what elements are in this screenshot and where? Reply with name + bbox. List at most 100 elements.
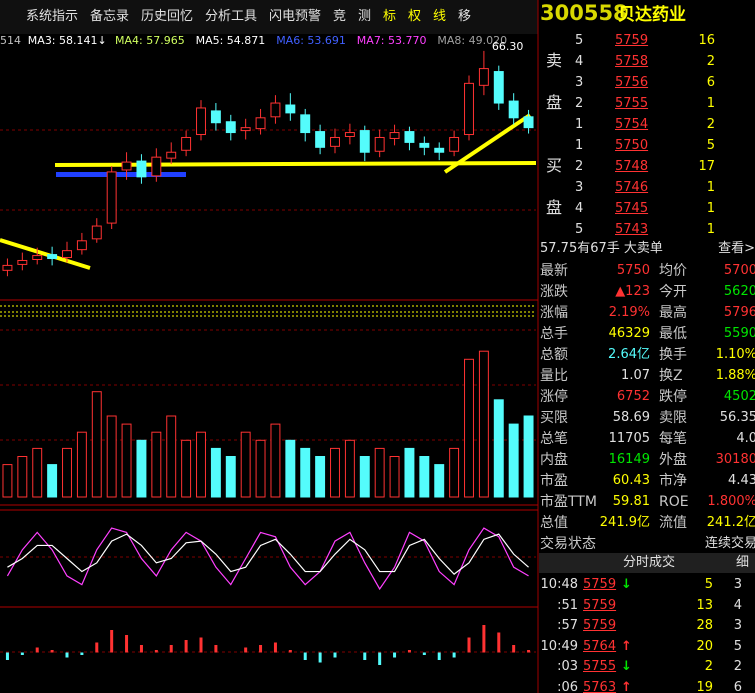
toolbar-button[interactable]: 备忘录 [90, 9, 130, 24]
toolbar-button[interactable]: 历史回忆 [141, 9, 194, 24]
toolbar-button[interactable]: 系统指示 [26, 9, 79, 24]
candle-body [330, 136, 340, 147]
candle-body [464, 82, 474, 136]
volume-bar [225, 456, 236, 498]
stock-code: 300558 [540, 1, 628, 25]
quote-value: 56.35 [719, 410, 755, 425]
toolbar-button[interactable]: 闪电预警 [269, 9, 322, 24]
annotation: 66.30 [492, 40, 524, 53]
quote-label: 涨停 [540, 389, 568, 405]
buy-price: 5743 [615, 222, 649, 237]
tick-price: 5759 [583, 618, 617, 633]
quote-label: 总值 [540, 515, 568, 531]
legend-entry: MA7: 53.770 [357, 34, 427, 47]
quote-value: 6752 [616, 389, 650, 404]
volume-bar [315, 456, 326, 498]
volume-bar [240, 431, 251, 498]
quote-label: 外盘 [659, 452, 687, 468]
candle-body [493, 71, 504, 104]
sell-level: 4 [575, 54, 584, 69]
quote-value: 241.9亿 [599, 515, 650, 530]
volume-bar [374, 447, 385, 498]
toolbar-button[interactable]: 分析工具 [205, 9, 258, 24]
candle-body [47, 254, 58, 260]
quote-value: 5796 [723, 305, 755, 320]
quote-label: 跌停 [659, 389, 687, 405]
quote-value: 5700 [723, 263, 755, 278]
buy-level: 5 [575, 222, 584, 237]
macd-bar [512, 645, 516, 653]
quote-label: 流值 [659, 515, 687, 531]
macd-bar [154, 650, 158, 653]
quote-label: ROE [659, 494, 689, 510]
volume-bar [17, 456, 28, 498]
quote-value: 46329 [608, 326, 650, 341]
sell-level: 2 [575, 96, 584, 111]
ticks-detail[interactable]: 细 [736, 555, 750, 570]
quote-label: 最低 [659, 326, 687, 342]
candle-body [315, 131, 326, 148]
sell-volume: 6 [706, 75, 715, 90]
toolbar-button[interactable]: 权 [408, 9, 422, 24]
tick-volume: 28 [696, 618, 713, 633]
quote-label: 总手 [540, 326, 568, 342]
tick-count: 2 [733, 659, 742, 674]
macd-bar [318, 652, 322, 663]
macd-bar [169, 645, 173, 653]
volume-bar [300, 447, 311, 498]
sell-level: 3 [575, 75, 584, 90]
macd-bar [50, 650, 54, 653]
legend-entry: MA5: 54.871 [196, 34, 266, 47]
volume-bar [330, 447, 340, 498]
quote-label: 涨幅 [540, 305, 568, 321]
sell-price: 5759 [615, 33, 649, 48]
volume-bar [493, 399, 504, 498]
macd-bar [288, 650, 292, 653]
toolbar-button[interactable]: 标 [383, 9, 397, 24]
quote-value: 1.10% [715, 347, 755, 362]
tick-time: :51 [557, 597, 578, 613]
quote-value: 1.07 [621, 368, 650, 383]
volume-bar [62, 447, 72, 498]
quote-value: 2.19% [608, 305, 650, 320]
toolbar-button[interactable]: 移 [458, 9, 472, 24]
toolbar-button[interactable]: 线 [433, 9, 447, 24]
sell-price: 5758 [615, 54, 649, 69]
quote-label: 均价 [659, 263, 687, 279]
candle-body [225, 121, 236, 134]
volume-bar [464, 358, 474, 498]
buy-volume: 1 [706, 180, 715, 195]
volume-bar [91, 391, 102, 498]
candle-body [136, 160, 147, 178]
kdj-line [7, 533, 529, 575]
candle-body [344, 132, 355, 137]
macd-bar [303, 652, 307, 660]
quote-label: 总额 [540, 347, 568, 363]
candle-body [62, 250, 72, 259]
quote-label: 最新 [540, 263, 568, 279]
big-order-link[interactable]: 查看> [718, 241, 755, 256]
volume-bar [270, 423, 281, 498]
quote-label: 内盘 [540, 452, 568, 468]
volume-bar [523, 415, 534, 498]
tick-count: 5 [733, 638, 742, 654]
toolbar-button[interactable]: 测 [358, 9, 372, 24]
candle-body [196, 107, 206, 136]
macd-bar [214, 645, 218, 653]
sell-volume: 2 [706, 54, 715, 69]
macd-bar [199, 637, 203, 653]
quote-label: 总笔 [540, 431, 568, 447]
sell-price: 5755 [615, 96, 649, 111]
ticks-title: 分时成交 [623, 555, 676, 570]
macd-bar [393, 652, 397, 658]
quote-label: 每笔 [659, 431, 687, 447]
volume-bar [359, 456, 370, 498]
macd-bar [422, 652, 426, 655]
toolbar-button[interactable]: 竞 [333, 9, 347, 24]
tick-time: :57 [557, 618, 578, 633]
tick-arrow: ↑ [621, 638, 632, 654]
quote-label: 换手 [659, 347, 687, 363]
quote-value: 4.0 [736, 431, 755, 446]
sell-label: 盘 [546, 93, 563, 112]
strip-lines [0, 305, 536, 317]
